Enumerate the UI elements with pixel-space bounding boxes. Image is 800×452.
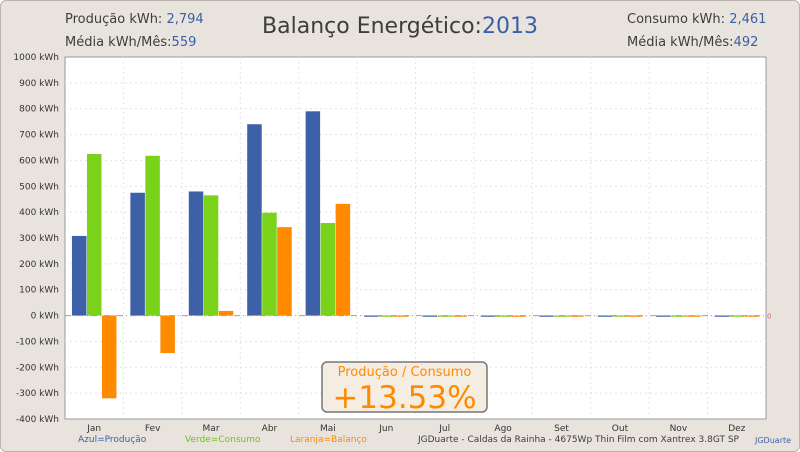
bar-production	[480, 315, 496, 317]
y-tick-label: 900 kWh	[19, 79, 59, 89]
x-tick-label: Abr	[262, 424, 278, 434]
x-tick-label: Nov	[670, 424, 688, 434]
x-tick-label: Dez	[728, 424, 745, 434]
y-axis-labels: 1000 kWh 900 kWh 800 kWh 700 kWh 600 kWh 500 …	[13, 53, 59, 425]
bar-consumption	[671, 315, 686, 317]
production-avg-label: Média kWh/Mês:	[65, 35, 172, 50]
production-total: Produção kWh: 2,794	[65, 12, 204, 27]
legend-consumption: Verde=Consumo	[185, 435, 261, 445]
x-tick-label: Mai	[320, 424, 336, 434]
grid-lines	[65, 57, 766, 419]
production-label: Produção kWh:	[65, 12, 163, 27]
consumption-avg-value: 492	[733, 35, 759, 50]
bar-consumption	[612, 315, 628, 317]
y-tick-label: -100 kWh	[16, 337, 59, 347]
consumption-average: Média kWh/Mês:492	[627, 35, 758, 50]
x-tick-label: Fev	[145, 424, 161, 434]
consumption-label: Consumo kWh:	[627, 12, 726, 27]
x-tick-label: Jan	[86, 424, 101, 434]
footer-credit: JGDuarte	[755, 436, 792, 445]
consumption-value: 2,461	[729, 12, 767, 27]
y-tick-label: 300 kWh	[19, 234, 59, 244]
bar-consumption	[495, 315, 511, 317]
ratio-badge-box	[321, 361, 488, 413]
y-tick-label: 500 kWh	[19, 182, 59, 192]
legend-balance: Laranja=Balanço	[290, 435, 367, 445]
bar-balance	[335, 203, 351, 316]
x-tick-label: Jun	[378, 424, 393, 434]
zero-line: 0	[65, 313, 771, 321]
bar-production	[539, 315, 554, 317]
y-tick-label: 0 kWh	[31, 312, 59, 322]
bar-consumption	[437, 315, 452, 317]
ratio-badge-value: +13.53%	[332, 380, 476, 416]
bar-production	[597, 315, 613, 317]
y-tick-label: -400 kWh	[16, 415, 59, 425]
y-tick-label: 1000 kWh	[13, 53, 59, 63]
title-text: Balanço Energético:	[262, 14, 482, 39]
consumption-total: Consumo kWh: 2,461	[627, 12, 766, 27]
x-tick-label: Set	[554, 424, 569, 434]
legend-production: Azul=Produção	[78, 435, 147, 445]
bars	[71, 111, 760, 399]
bar-consumption	[145, 155, 160, 316]
bar-production	[71, 235, 87, 316]
x-tick-label: Out	[612, 424, 629, 434]
bar-balance	[686, 315, 701, 317]
bar-balance	[510, 315, 526, 317]
x-tick-label: Ago	[494, 424, 512, 434]
bar-balance	[277, 227, 292, 316]
bar-consumption	[320, 223, 336, 316]
bar-production	[305, 111, 321, 316]
bar-consumption	[554, 315, 569, 317]
bar-balance	[394, 315, 409, 317]
zero-marker-label: 0	[767, 313, 771, 321]
x-tick-label: Jul	[438, 424, 450, 434]
bar-production	[714, 315, 730, 317]
production-average: Média kWh/Mês:559	[65, 35, 196, 50]
bar-production	[247, 124, 262, 316]
bar-consumption	[86, 153, 102, 316]
chart-title: Balanço Energético:2013	[0, 14, 800, 39]
y-tick-label: 600 kWh	[19, 156, 59, 166]
bar-balance	[744, 315, 760, 317]
bar-production	[656, 315, 671, 317]
production-avg-value: 559	[171, 35, 197, 50]
bar-balance	[218, 310, 234, 316]
bar-balance	[569, 315, 584, 317]
y-tick-label: -200 kWh	[16, 363, 59, 373]
bar-production	[188, 191, 204, 316]
bar-consumption	[262, 212, 277, 316]
bar-balance	[452, 315, 467, 317]
ratio-badge-label: Produção / Consumo	[338, 365, 472, 380]
footer-info: JGDuarte - Caldas da Rainha - 4675Wp Thi…	[418, 435, 739, 445]
y-tick-label: -300 kWh	[16, 389, 59, 399]
ratio-badge: Produção / Consumo +13.53%	[321, 361, 488, 416]
bar-consumption	[203, 195, 219, 316]
y-tick-label: 100 kWh	[19, 286, 59, 296]
bar-consumption	[729, 315, 745, 317]
bar-balance	[101, 315, 117, 399]
y-tick-label: 700 kWh	[19, 131, 59, 141]
production-value: 2,794	[166, 12, 204, 27]
bar-balance	[627, 315, 643, 317]
x-tick-label: Mar	[203, 424, 220, 434]
bar-consumption	[379, 315, 394, 317]
y-tick-label: 400 kWh	[19, 208, 59, 218]
bar-balance	[160, 315, 175, 354]
x-axis-labels: Jan Fev Mar Abr Mai Jun Jul Ago Set Out Nov Dez	[86, 424, 745, 434]
consumption-avg-label: Média kWh/Mês:	[627, 35, 734, 50]
bar-production	[364, 315, 379, 317]
y-tick-label: 200 kWh	[19, 260, 59, 270]
bar-production	[422, 315, 437, 317]
y-tick-label: 800 kWh	[19, 105, 59, 115]
bar-production	[130, 192, 145, 316]
title-year: 2013	[481, 14, 538, 39]
